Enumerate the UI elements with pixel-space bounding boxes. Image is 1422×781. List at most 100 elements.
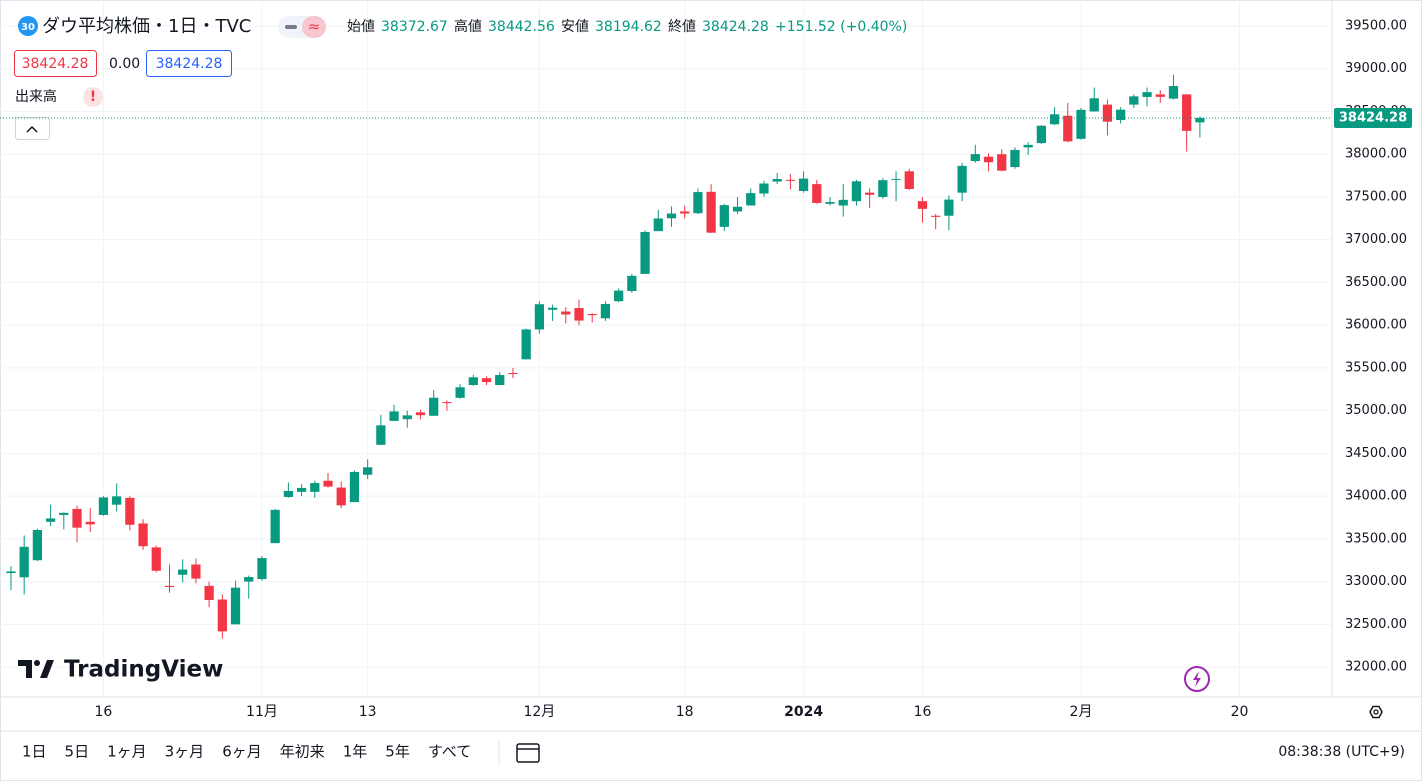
candle-body bbox=[85, 521, 95, 525]
settings-icon[interactable] bbox=[1369, 705, 1383, 719]
y-tick-label: 39500.00 bbox=[1345, 18, 1407, 33]
x-tick-label: 2024 bbox=[784, 704, 823, 720]
sell-box[interactable] bbox=[14, 50, 97, 77]
warning-icon[interactable] bbox=[83, 87, 103, 107]
candle-body bbox=[825, 202, 835, 204]
candles bbox=[6, 74, 1205, 639]
x-tick-label: 2月 bbox=[1070, 704, 1093, 720]
candle-body bbox=[547, 307, 558, 310]
symbol-title[interactable]: ダウ平均株価・1日・TVC bbox=[42, 16, 251, 37]
candle-body bbox=[680, 211, 690, 214]
range-button[interactable]: すべて bbox=[428, 743, 471, 761]
range-button[interactable]: 1ヶ月 bbox=[107, 743, 147, 761]
candle-body bbox=[19, 546, 29, 578]
candle-body bbox=[1168, 86, 1179, 99]
candle-body bbox=[429, 397, 439, 416]
range-toolbar: 1日 5日 1ヶ月 3ヶ月 6ヶ月 年初来 1年 5年 すべて bbox=[22, 743, 471, 761]
ohlc-label: 高値 bbox=[454, 18, 482, 35]
symbol-badge bbox=[18, 16, 38, 36]
ohlc-label: 始値 bbox=[347, 19, 375, 35]
delay-symbol: ≈ bbox=[308, 18, 321, 36]
candle-body bbox=[561, 311, 571, 315]
y-tick-label: 36500.00 bbox=[1345, 275, 1407, 290]
candle-body bbox=[98, 497, 109, 515]
x-tick-label: 11月 bbox=[246, 704, 278, 720]
range-button[interactable]: 1年 bbox=[343, 743, 368, 761]
candle-body bbox=[59, 512, 69, 515]
candle-body bbox=[1102, 104, 1113, 122]
candle-body bbox=[614, 290, 624, 302]
candle-body bbox=[349, 471, 360, 503]
settings-center bbox=[1373, 709, 1379, 715]
x-tick-label: 13 bbox=[359, 704, 377, 720]
ohlc-value: 38194.62 bbox=[595, 19, 662, 35]
candle-body bbox=[904, 171, 914, 189]
symbol-badge-text: 30 bbox=[21, 22, 35, 33]
candle-body bbox=[997, 154, 1007, 171]
candle-body bbox=[706, 191, 716, 233]
candle-body bbox=[389, 411, 399, 421]
candle-body bbox=[891, 178, 901, 180]
x-tick-label: 16 bbox=[914, 704, 932, 720]
candle-body bbox=[442, 402, 452, 404]
candle-body bbox=[138, 523, 148, 547]
candle-body bbox=[244, 577, 254, 582]
candle-body bbox=[587, 314, 597, 316]
range-button[interactable]: 年初来 bbox=[280, 743, 325, 761]
candle-body bbox=[746, 193, 756, 206]
candle-body bbox=[508, 373, 518, 375]
x-tick-label: 20 bbox=[1231, 704, 1249, 720]
range-button[interactable]: 5日 bbox=[65, 743, 90, 761]
candle-body bbox=[336, 487, 346, 506]
candle-body bbox=[455, 387, 465, 398]
y-tick-label: 38000.00 bbox=[1345, 147, 1407, 162]
delay-icon[interactable] bbox=[302, 16, 326, 38]
candle-body bbox=[468, 377, 478, 385]
range-button[interactable]: 3ヶ月 bbox=[165, 743, 205, 761]
range-button[interactable]: 6ヶ月 bbox=[222, 743, 262, 761]
candle-body bbox=[719, 205, 729, 227]
candle-body bbox=[917, 201, 928, 209]
y-tick-label: 32000.00 bbox=[1345, 660, 1407, 675]
indicator-label[interactable]: 出来高 bbox=[15, 88, 57, 105]
candle-body bbox=[1142, 92, 1152, 97]
warning-mark: ! bbox=[90, 89, 96, 105]
ohlc-label: 終値 bbox=[668, 19, 696, 35]
candle-body bbox=[732, 206, 743, 212]
candle-body bbox=[323, 480, 333, 487]
candle-body bbox=[521, 329, 531, 360]
date-range-icon[interactable] bbox=[516, 743, 540, 763]
candle-body bbox=[838, 199, 848, 206]
candle-body bbox=[1036, 125, 1046, 144]
candle-body bbox=[376, 425, 386, 445]
clock: 08:38:38 (UTC+9) bbox=[1278, 744, 1405, 760]
collapse-icon bbox=[26, 125, 38, 133]
candle-body bbox=[983, 156, 994, 163]
candle-body bbox=[600, 303, 611, 319]
candle-body bbox=[574, 308, 584, 321]
candle-body bbox=[310, 483, 320, 492]
buy-box[interactable] bbox=[146, 50, 232, 77]
sell-price: 38424.28 bbox=[22, 56, 89, 72]
buy-price: 38424.28 bbox=[156, 56, 223, 72]
candle-body bbox=[798, 178, 809, 191]
candle-body bbox=[851, 181, 862, 202]
candle-body bbox=[878, 180, 888, 197]
range-button[interactable]: 1日 bbox=[22, 743, 47, 761]
candle-body bbox=[931, 215, 941, 217]
candle-body bbox=[204, 585, 214, 600]
candle-body bbox=[653, 218, 663, 232]
y-tick-label: 33500.00 bbox=[1345, 531, 1407, 546]
candle-body bbox=[772, 178, 782, 182]
candle-body bbox=[415, 412, 426, 416]
y-tick-label: 37000.00 bbox=[1345, 232, 1407, 247]
candle-body bbox=[759, 183, 769, 194]
y-tick-label: 36000.00 bbox=[1345, 318, 1407, 333]
lightning-icon bbox=[1193, 671, 1201, 687]
x-tick-label: 16 bbox=[95, 704, 113, 720]
ohlc-label: 安値 bbox=[561, 19, 589, 35]
candle-body bbox=[125, 497, 135, 525]
y-tick-label: 37500.00 bbox=[1345, 189, 1407, 204]
range-button[interactable]: 5年 bbox=[385, 743, 410, 761]
x-tick-label: 18 bbox=[676, 704, 694, 720]
